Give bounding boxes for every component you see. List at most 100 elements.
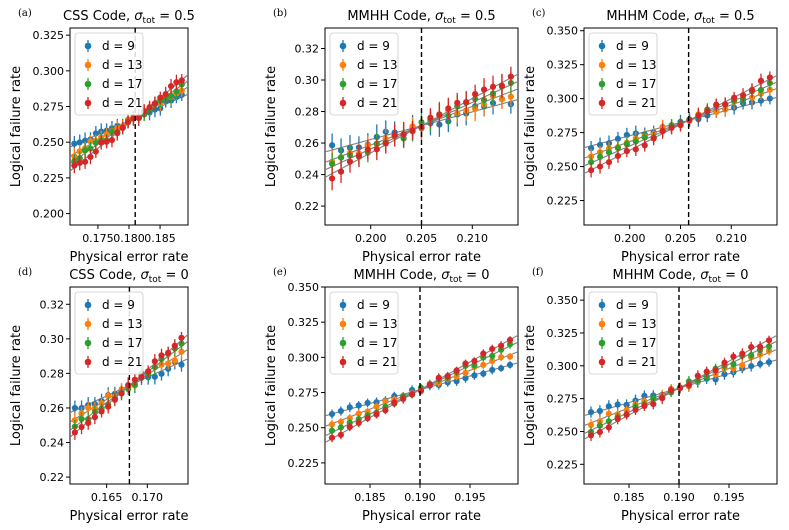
data-point — [712, 367, 719, 374]
legend-marker — [598, 80, 606, 88]
data-point — [676, 384, 684, 392]
legend-item: d = 13 — [339, 317, 398, 331]
data-point — [757, 343, 764, 350]
data-point — [114, 129, 121, 136]
data-point — [596, 163, 604, 170]
data-point — [337, 424, 344, 431]
data-point — [355, 402, 362, 409]
data-point — [373, 403, 380, 410]
data-point — [596, 141, 604, 149]
data-point — [92, 148, 99, 155]
data-point — [171, 357, 178, 364]
title-sigma: σ — [694, 9, 703, 24]
data-point — [587, 421, 595, 429]
title-text: MHHM Code, — [613, 268, 701, 283]
data-point — [81, 147, 89, 154]
data-point — [337, 418, 344, 425]
data-point — [346, 404, 353, 411]
data-point — [712, 376, 719, 383]
data-point — [498, 96, 506, 103]
data-point — [87, 138, 94, 145]
y-tick-label: 0.325 — [547, 59, 579, 72]
y-tick-label: 0.32 — [295, 42, 320, 55]
data-point — [364, 146, 371, 153]
data-point — [373, 411, 380, 418]
data-point — [588, 158, 595, 166]
y-tick-label: 0.300 — [547, 360, 579, 373]
data-point — [765, 337, 773, 344]
legend-marker — [598, 320, 606, 328]
legend-item: d = 17 — [598, 336, 657, 350]
data-point — [588, 167, 595, 174]
legend-label: d = 9 — [616, 298, 649, 312]
data-point — [111, 396, 118, 403]
data-point — [400, 131, 407, 138]
data-point — [507, 93, 514, 100]
data-point — [337, 154, 345, 161]
legend-marker — [598, 61, 606, 69]
y-tick-label: 0.225 — [288, 457, 320, 470]
panel-label: (b) — [273, 8, 287, 19]
legend-marker — [84, 358, 92, 366]
data-point — [145, 368, 152, 375]
legend-item: d = 13 — [339, 58, 398, 72]
y-tick-label: 0.24 — [295, 169, 320, 182]
legend-marker — [84, 339, 92, 347]
data-point — [125, 381, 132, 389]
legend-label: d = 13 — [102, 58, 143, 72]
data-point — [472, 105, 479, 113]
data-point — [507, 73, 514, 80]
legend-box — [588, 291, 658, 375]
data-point — [623, 147, 630, 155]
legend-marker — [84, 320, 92, 328]
data-point — [605, 159, 613, 166]
data-point — [98, 139, 105, 146]
panel-label: (c) — [532, 8, 546, 19]
y-axis-label: Logical failure rate — [9, 325, 24, 446]
data-point — [623, 401, 630, 408]
data-point — [623, 131, 630, 139]
data-point — [91, 414, 98, 421]
data-point — [641, 392, 648, 399]
data-point — [329, 160, 336, 168]
data-point — [71, 429, 78, 436]
data-point — [668, 387, 675, 394]
y-axis-label: Logical failure rate — [523, 325, 538, 446]
data-point — [489, 345, 496, 353]
data-point — [81, 137, 89, 144]
y-tick-label: 0.225 — [547, 195, 579, 208]
legend-label: d = 21 — [616, 96, 657, 110]
title-tail: = 0.5 — [715, 9, 755, 24]
data-point — [668, 124, 675, 131]
data-point — [641, 142, 648, 149]
data-point — [757, 77, 765, 84]
legend-item: d = 17 — [598, 77, 657, 91]
legend-item: d = 21 — [84, 355, 143, 369]
data-point — [151, 358, 158, 365]
data-point — [453, 373, 460, 380]
title-text: MMHH Code, — [354, 268, 442, 283]
title-subscript: tot — [702, 16, 715, 26]
legend-label: d = 13 — [616, 58, 657, 72]
y-tick-label: 0.26 — [40, 402, 65, 415]
data-point — [373, 146, 380, 153]
data-point — [135, 114, 142, 122]
data-point — [506, 341, 514, 348]
data-point — [165, 360, 172, 367]
legend-label: d = 17 — [357, 336, 398, 350]
x-axis-label: Physical error rate — [362, 250, 481, 265]
data-point — [596, 153, 604, 160]
data-point — [614, 152, 622, 160]
x-tick-label: 0.210 — [457, 232, 489, 245]
data-point — [739, 92, 747, 99]
data-point — [76, 159, 83, 167]
panel-title: MMHH Code, σtot = 0 — [354, 268, 490, 285]
legend-marker — [339, 61, 347, 69]
data-point — [757, 86, 765, 94]
data-point — [409, 391, 416, 398]
legend-label: d = 21 — [616, 355, 657, 369]
legend-item: d = 13 — [598, 58, 657, 72]
legend-item: d = 13 — [84, 58, 143, 72]
data-point — [605, 424, 612, 431]
title-tail: = 0 — [161, 268, 188, 283]
